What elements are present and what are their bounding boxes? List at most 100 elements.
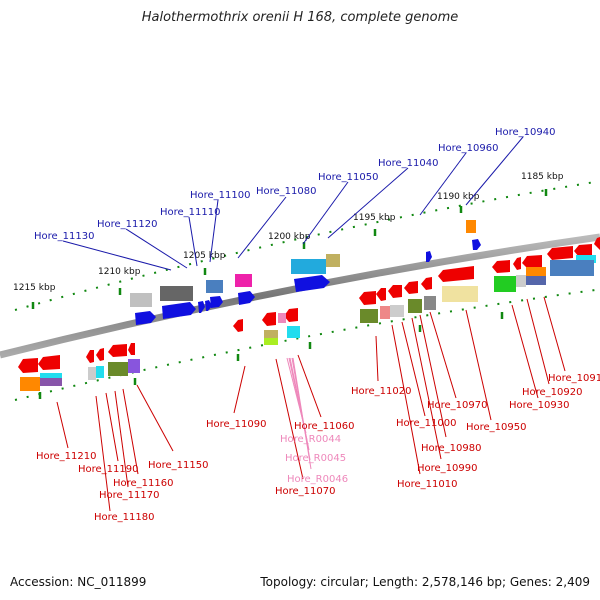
feature-block-green xyxy=(494,276,516,292)
kbp-label-1190: 1190 kbp xyxy=(437,192,480,202)
gene-label-hore-11180: Hore_11180 xyxy=(94,512,155,523)
kbp-label-1205: 1205 kbp xyxy=(183,251,226,261)
gene-arrow-plus xyxy=(294,275,330,292)
gene-label-hore-10950: Hore_10950 xyxy=(466,422,527,433)
genome-summary: Topology: circular; Length: 2,578,146 bp… xyxy=(260,575,590,589)
feature-block-khaki xyxy=(326,254,340,267)
gene-label-hore-r0045: Hore_R0045 xyxy=(285,453,346,464)
feature-block-lime xyxy=(264,338,278,345)
kbp-labels: 1185 kbp 1190 kbp 1195 kbp 1200 kbp 1205… xyxy=(13,172,564,293)
gene-label-hore-11170: Hore_11170 xyxy=(99,490,160,501)
gene-label-hore-11090: Hore_11090 xyxy=(206,419,267,430)
feature-block-orange3 xyxy=(20,377,40,391)
gene-arrow-plus xyxy=(162,302,196,319)
feature-block-cyan5 xyxy=(96,366,104,378)
gene-arrow-minus xyxy=(574,244,592,257)
feature-block-khaki2 xyxy=(264,330,278,338)
feature-block-darkgrey xyxy=(160,286,193,301)
gene-arrow-minus xyxy=(233,319,243,332)
kbp-label-1200: 1200 kbp xyxy=(268,232,311,242)
rna-gene-labels: Hore_R0044 Hore_R0045 Hore_R0046 xyxy=(280,434,348,485)
gene-arrow-minus xyxy=(262,312,276,326)
gene-label-hore-10940: Hore_10940 xyxy=(495,127,556,138)
feature-block-navy xyxy=(526,276,546,285)
major-ticks xyxy=(31,189,548,399)
feature-block-orange xyxy=(466,220,476,233)
minus-strand-genes-upper xyxy=(359,237,600,305)
kbp-label-1215: 1215 kbp xyxy=(13,283,56,293)
gene-label-hore-10970: Hore_10970 xyxy=(427,400,488,411)
middle-lower-genes xyxy=(233,308,300,345)
gene-arrow-plus xyxy=(426,251,432,262)
lower-leader-lines xyxy=(56,296,566,512)
left-lower-genes xyxy=(18,343,140,391)
gene-arrow-minus xyxy=(404,281,418,294)
lower-scale-track xyxy=(14,289,596,401)
feature-block-grey2 xyxy=(424,296,436,310)
gene-label-hore-11190: Hore_11190 xyxy=(78,464,139,475)
feature-block-steel2 xyxy=(550,260,594,276)
kbp-label-1195: 1195 kbp xyxy=(353,213,396,223)
kbp-label-1185: 1185 kbp xyxy=(521,172,564,182)
gene-arrow-minus xyxy=(438,266,474,282)
gene-arrow-minus xyxy=(86,350,94,363)
gene-arrow-minus xyxy=(128,343,135,355)
gene-arrow-plus xyxy=(238,291,255,305)
gene-label-hore-11010: Hore_11010 xyxy=(397,479,458,490)
upper-gene-labels: Hore_10940 Hore_10960 Hore_11040 Hore_11… xyxy=(34,127,556,242)
gene-label-hore-10980: Hore_10980 xyxy=(421,443,482,454)
kbp-label-1210: 1210 kbp xyxy=(98,267,141,277)
feature-block-olive xyxy=(360,309,378,323)
right-feature-blocks xyxy=(360,255,596,323)
genome-title: Halothermothrix orenii H 168, complete g… xyxy=(141,10,459,25)
gene-arrow-minus xyxy=(388,285,402,298)
feature-block-cyan3 xyxy=(287,326,300,338)
gene-arrow-minus xyxy=(522,255,542,268)
gene-arrow-minus xyxy=(359,291,376,305)
gene-label-hore-r0046: Hore_R0046 xyxy=(287,474,348,485)
upper-feature-blocks xyxy=(130,220,476,307)
feature-block-cyan2 xyxy=(576,255,596,263)
gene-label-hore-11020: Hore_11020 xyxy=(351,386,412,397)
feature-block-purple2 xyxy=(128,359,140,373)
gene-label-hore-11110: Hore_11110 xyxy=(160,207,221,218)
gene-label-hore-r0044: Hore_R0044 xyxy=(280,434,341,445)
lower-gene-labels: Hore_10910 Hore_10920 Hore_10930 Hore_10… xyxy=(36,373,600,523)
gene-arrow-minus xyxy=(96,348,104,361)
gene-arrow-minus xyxy=(547,246,573,260)
gene-arrow-plus xyxy=(472,239,481,250)
gene-label-hore-11040: Hore_11040 xyxy=(378,158,439,169)
gene-label-hore-10990: Hore_10990 xyxy=(417,463,478,474)
feature-block-magenta xyxy=(235,274,252,287)
gene-label-hore-11160: Hore_11160 xyxy=(113,478,174,489)
feature-block-olive2 xyxy=(408,299,422,313)
gene-arrow-plus xyxy=(205,300,212,311)
gene-label-hore-11000: Hore_11000 xyxy=(396,418,457,429)
feature-block-pink xyxy=(380,306,390,319)
feature-block-lightgrey xyxy=(390,305,404,317)
gene-arrow-minus xyxy=(513,257,521,270)
feature-block-cyan xyxy=(291,259,326,274)
feature-block-grey3 xyxy=(88,367,96,380)
gene-arrow-plus xyxy=(198,301,205,313)
gene-label-hore-10920: Hore_10920 xyxy=(522,387,583,398)
rna-leader-lines xyxy=(286,357,312,470)
gene-label-hore-11120: Hore_11120 xyxy=(97,219,158,230)
feature-block-olive3 xyxy=(108,362,128,376)
plus-strand-genes xyxy=(135,239,481,325)
gene-label-hore-11060: Hore_11060 xyxy=(294,421,355,432)
gene-label-hore-11150: Hore_11150 xyxy=(148,460,209,471)
gene-arrow-plus xyxy=(210,296,223,308)
upper-leader-lines xyxy=(62,136,524,271)
feature-block-cyan4 xyxy=(40,373,62,378)
gene-label-hore-11210: Hore_11210 xyxy=(36,451,97,462)
gene-label-hore-11100: Hore_11100 xyxy=(190,190,251,201)
gene-arrow-minus xyxy=(492,260,510,273)
gene-arrow-minus xyxy=(18,358,38,373)
feature-block-pink2 xyxy=(278,313,286,323)
feature-block-paleyellow xyxy=(442,286,478,302)
gene-arrow-minus xyxy=(284,308,298,322)
feature-block-orange2 xyxy=(526,267,546,276)
feature-block-steelblue xyxy=(206,280,223,293)
